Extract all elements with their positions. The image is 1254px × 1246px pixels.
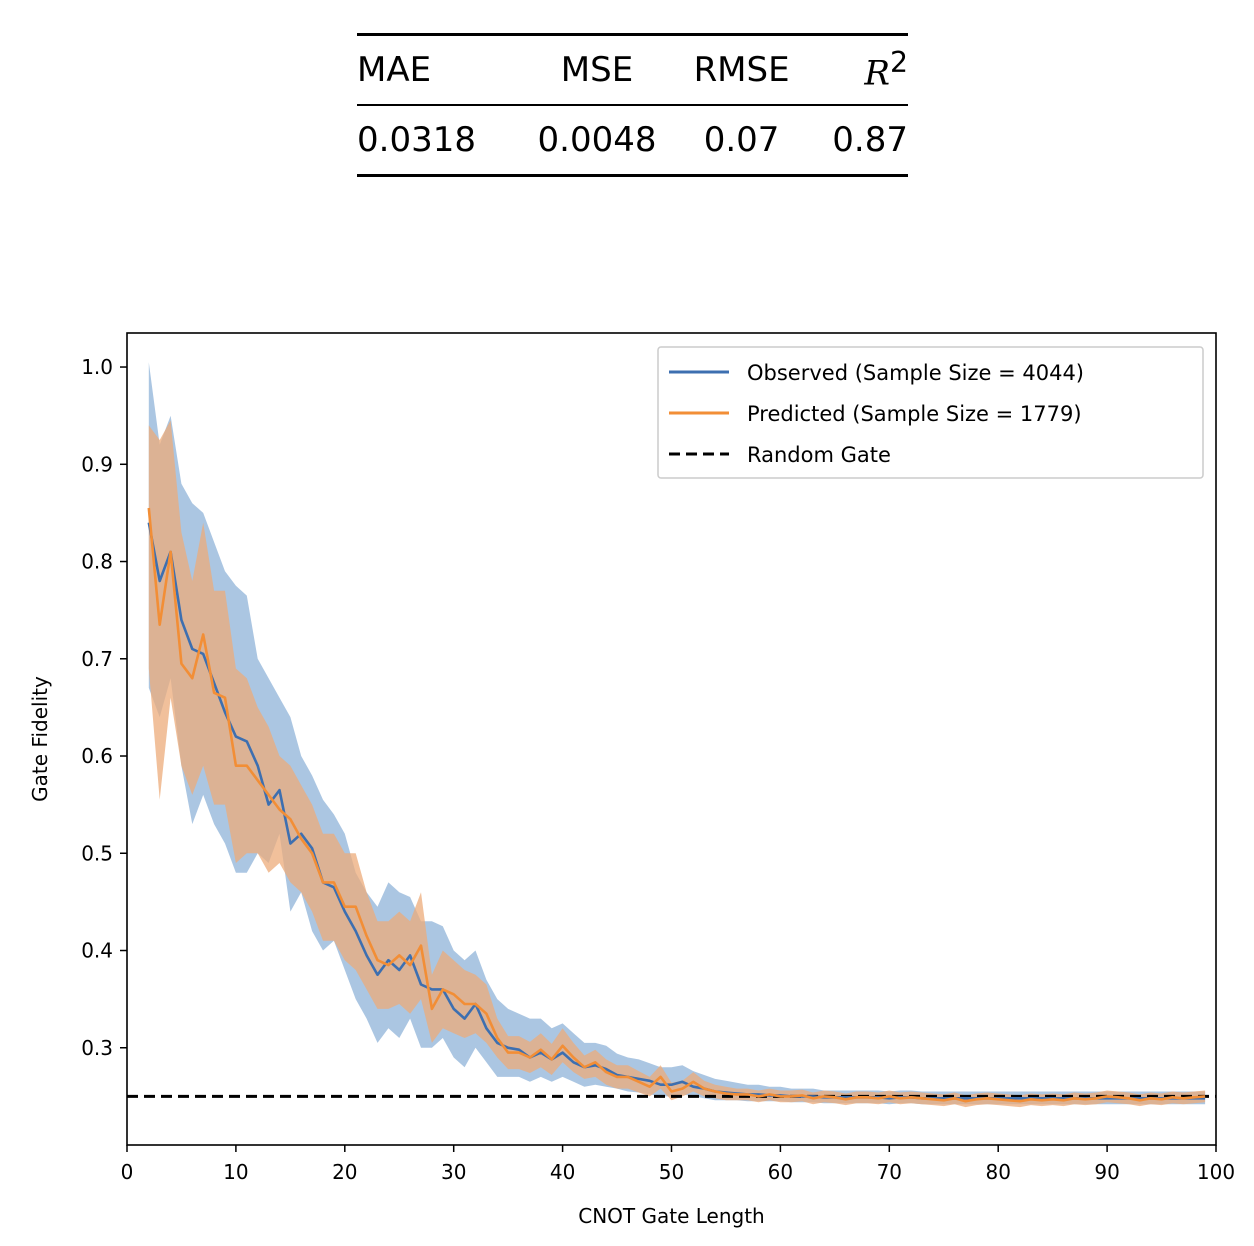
value-r2: 0.87 — [806, 105, 908, 177]
band-layer — [148, 362, 1206, 1108]
y-tick-label: 0.7 — [81, 647, 113, 671]
y-tick-label: 0.8 — [81, 550, 113, 574]
header-mae: MAE — [357, 33, 517, 106]
header-r2-exponent: 2 — [889, 46, 908, 80]
legend-label-random-gate: Random Gate — [747, 443, 891, 467]
predicted-line — [147, 507, 1206, 1103]
predicted-band — [148, 420, 1206, 1108]
value-mae: 0.0318 — [357, 105, 517, 177]
header-r2-base: R — [864, 53, 890, 94]
x-tick-label: 50 — [659, 1160, 684, 1184]
x-tick-label: 70 — [877, 1160, 902, 1184]
value-mse: 0.0048 — [517, 105, 677, 177]
header-mse: MSE — [517, 33, 677, 106]
legend-box — [657, 346, 1204, 479]
y-tick-label: 0.3 — [81, 1036, 113, 1060]
x-tick-label: 80 — [985, 1160, 1010, 1184]
header-rmse: RMSE — [677, 33, 807, 106]
header-r2: R2 — [806, 33, 908, 106]
x-tick-label: 10 — [223, 1160, 248, 1184]
x-axis: 0 10 20 30 40 50 60 70 80 90 100 — [121, 1145, 1235, 1184]
y-tick-label: 0.5 — [81, 841, 113, 865]
metrics-header-row: MAE MSE RMSE R2 — [357, 33, 908, 106]
y-tick-label: 0.6 — [81, 744, 113, 768]
x-tick-label: 90 — [1094, 1160, 1119, 1184]
x-tick-label: 40 — [550, 1160, 575, 1184]
line-layer — [127, 507, 1216, 1103]
legend: Observed (Sample Size = 4044) Predicted … — [657, 346, 1204, 479]
legend-label-observed: Observed (Sample Size = 4044) — [747, 361, 1084, 385]
x-axis-label: CNOT Gate Length — [578, 1204, 764, 1228]
x-tick-label: 0 — [121, 1160, 134, 1184]
x-tick-label: 20 — [332, 1160, 357, 1184]
y-tick-label: 0.9 — [81, 452, 113, 476]
value-rmse: 0.07 — [677, 105, 807, 177]
y-tick-label: 0.4 — [81, 939, 113, 963]
x-tick-label: 30 — [441, 1160, 466, 1184]
x-tick-label: 60 — [768, 1160, 793, 1184]
y-axis-label: Gate Fidelity — [28, 676, 52, 802]
y-axis: 0.3 0.4 0.5 0.6 0.7 0.8 0.9 1.0 — [81, 355, 127, 1060]
x-tick-label: 100 — [1197, 1160, 1235, 1184]
y-tick-label: 1.0 — [81, 355, 113, 379]
legend-label-predicted: Predicted (Sample Size = 1779) — [747, 402, 1082, 426]
metrics-value-row: 0.0318 0.0048 0.07 0.87 — [357, 105, 908, 177]
metrics-table: MAE MSE RMSE R2 0.0318 0.0048 0.07 0.87 — [357, 33, 908, 177]
